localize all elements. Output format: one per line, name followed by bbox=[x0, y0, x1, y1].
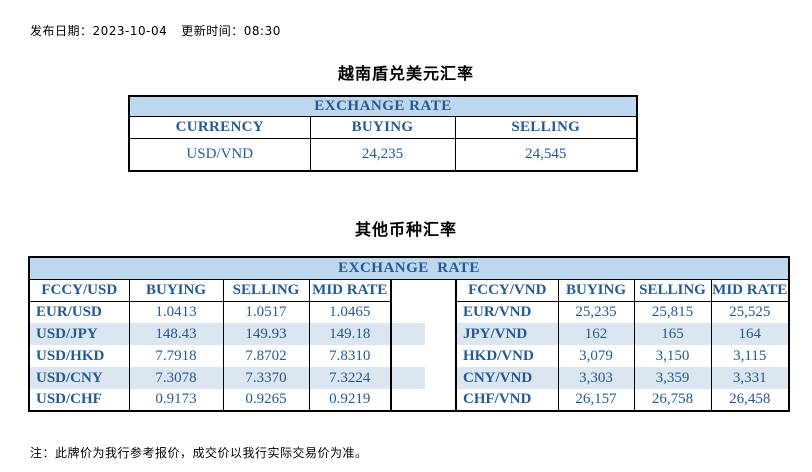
vnd-pair-cell: HKD/VND bbox=[455, 345, 559, 367]
spacer-cell bbox=[425, 389, 457, 411]
spacer-cell bbox=[390, 279, 425, 301]
fccy-usd-column-header: FCCY/USD bbox=[28, 279, 130, 302]
vnd-mid-rate-column-header: MID RATE bbox=[710, 279, 790, 302]
usd-pair-cell: USD/CHF bbox=[28, 389, 130, 411]
vnd-buying-cell: 26,157 bbox=[557, 389, 635, 411]
vnd-selling-cell: 3,150 bbox=[633, 345, 712, 367]
vnd-selling-cell: 3,359 bbox=[633, 367, 712, 389]
vnd-pair-cell: CNY/VND bbox=[455, 367, 559, 389]
selling-rate-cell: 24,545 bbox=[454, 137, 638, 172]
usd-pair-cell: EUR/USD bbox=[28, 301, 130, 323]
column-header-row: CURRENCY BUYING SELLING bbox=[128, 115, 638, 139]
vnd-buying-column-header: BUYING bbox=[557, 279, 635, 302]
usd-buying-cell: 0.9173 bbox=[128, 389, 224, 411]
vnd-pair-cell: CHF/VND bbox=[455, 389, 559, 411]
usd-buying-cell: 7.7918 bbox=[128, 345, 224, 367]
currency-column-header: CURRENCY bbox=[128, 115, 311, 139]
vnd-mid-rate-cell: 26,458 bbox=[710, 389, 790, 411]
usd-pair-cell: USD/HKD bbox=[28, 345, 130, 367]
spacer-cell bbox=[390, 367, 425, 389]
column-header-row: FCCY/USD BUYING SELLING MID RATE FCCY/VN… bbox=[28, 279, 790, 302]
table-row: USD/VND 24,235 24,545 bbox=[128, 137, 638, 172]
vnd-buying-cell: 3,079 bbox=[557, 345, 635, 367]
usd-selling-cell: 7.8702 bbox=[222, 345, 310, 367]
usd-buying-cell: 148.43 bbox=[128, 323, 224, 345]
usd-vnd-table-title: 越南盾兑美元汇率 bbox=[337, 64, 474, 83]
spacer-cell bbox=[390, 345, 425, 367]
usd-buying-column-header: BUYING bbox=[128, 279, 224, 302]
table-row: USD/CNY 7.3078 7.3370 7.3224 CNY/VND 3,3… bbox=[28, 367, 790, 389]
spacer-cell bbox=[390, 301, 425, 323]
vnd-selling-column-header: SELLING bbox=[633, 279, 712, 302]
usd-mid-rate-column-header: MID RATE bbox=[308, 279, 392, 302]
spacer-cell bbox=[425, 323, 457, 345]
table-header-row: EXCHANGE RATE bbox=[28, 257, 790, 280]
exchange-rate-header-cell: EXCHANGE RATE bbox=[28, 257, 790, 280]
table-row: USD/HKD 7.7918 7.8702 7.8310 HKD/VND 3,0… bbox=[28, 345, 790, 367]
spacer-cell bbox=[425, 367, 457, 389]
vnd-selling-cell: 25,815 bbox=[633, 301, 712, 323]
spacer-cell bbox=[390, 389, 425, 411]
selling-column-header: SELLING bbox=[454, 115, 638, 139]
vnd-pair-cell: EUR/VND bbox=[455, 301, 559, 323]
vnd-mid-rate-cell: 3,115 bbox=[710, 345, 790, 367]
table-row: USD/CHF 0.9173 0.9265 0.9219 CHF/VND 26,… bbox=[28, 389, 790, 411]
other-currencies-rate-table: EXCHANGE RATE FCCY/USD BUYING SELLING MI… bbox=[28, 256, 790, 412]
usd-buying-cell: 1.0413 bbox=[128, 301, 224, 323]
table-row: EUR/USD 1.0413 1.0517 1.0465 EUR/VND 25,… bbox=[28, 301, 790, 323]
spacer-cell bbox=[390, 323, 425, 345]
usd-mid-rate-cell: 7.3224 bbox=[308, 367, 392, 389]
usd-vnd-rate-table: EXCHANGE RATE CURRENCY BUYING SELLING US… bbox=[128, 95, 638, 172]
table-row: USD/JPY 148.43 149.93 149.18 JPY/VND 162… bbox=[28, 323, 790, 345]
usd-pair-cell: USD/JPY bbox=[28, 323, 130, 345]
usd-mid-rate-cell: 1.0465 bbox=[308, 301, 392, 323]
fccy-vnd-column-header: FCCY/VND bbox=[455, 279, 559, 302]
usd-selling-cell: 7.3370 bbox=[222, 367, 310, 389]
vnd-pair-cell: JPY/VND bbox=[455, 323, 559, 345]
vnd-mid-rate-cell: 25,525 bbox=[710, 301, 790, 323]
update-time-label: 更新时间： bbox=[181, 24, 244, 38]
update-time-value: 08:30 bbox=[243, 24, 281, 38]
vnd-mid-rate-cell: 164 bbox=[710, 323, 790, 345]
vnd-selling-cell: 26,758 bbox=[633, 389, 712, 411]
usd-mid-rate-cell: 0.9219 bbox=[308, 389, 392, 411]
vnd-mid-rate-cell: 3,331 bbox=[710, 367, 790, 389]
spacer-cell bbox=[425, 345, 457, 367]
publish-info-line: 发布日期：2023-10-04 更新时间：08:30 bbox=[30, 22, 281, 39]
buying-column-header: BUYING bbox=[309, 115, 456, 139]
other-currencies-table-title: 其他币种汇率 bbox=[354, 220, 457, 239]
vnd-selling-cell: 165 bbox=[633, 323, 712, 345]
vnd-buying-cell: 25,235 bbox=[557, 301, 635, 323]
usd-pair-cell: USD/CNY bbox=[28, 367, 130, 389]
usd-mid-rate-cell: 7.8310 bbox=[308, 345, 392, 367]
disclaimer-note: 注：此牌价为我行参考报价，成交价以我行实际交易价为准。 bbox=[30, 446, 368, 460]
vnd-buying-cell: 3,303 bbox=[557, 367, 635, 389]
usd-selling-cell: 0.9265 bbox=[222, 389, 310, 411]
vnd-buying-cell: 162 bbox=[557, 323, 635, 345]
exchange-rate-header-cell: EXCHANGE RATE bbox=[128, 95, 638, 117]
usd-selling-cell: 149.93 bbox=[222, 323, 310, 345]
usd-selling-cell: 1.0517 bbox=[222, 301, 310, 323]
usd-buying-cell: 7.3078 bbox=[128, 367, 224, 389]
publish-date-value: 2023-10-04 bbox=[92, 24, 168, 38]
buying-rate-cell: 24,235 bbox=[309, 137, 456, 172]
publish-date-label: 发布日期： bbox=[30, 24, 93, 38]
spacer-cell bbox=[425, 279, 457, 301]
table-header-row: EXCHANGE RATE bbox=[128, 95, 638, 117]
currency-pair-cell: USD/VND bbox=[128, 137, 311, 172]
usd-mid-rate-cell: 149.18 bbox=[308, 323, 392, 345]
usd-selling-column-header: SELLING bbox=[222, 279, 310, 302]
spacer-cell bbox=[425, 301, 457, 323]
